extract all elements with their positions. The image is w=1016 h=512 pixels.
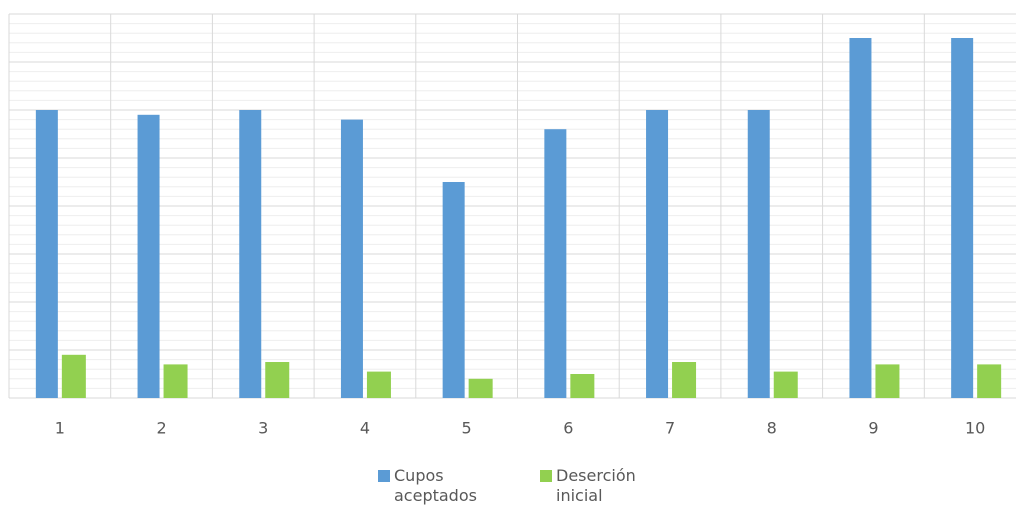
legend-item: Cupos aceptados xyxy=(378,466,484,506)
legend-label: Cupos aceptados xyxy=(394,466,477,505)
x-tick-label: 10 xyxy=(965,419,985,438)
bar xyxy=(672,362,697,398)
x-tick-label: 2 xyxy=(156,419,166,438)
x-tick-label: 7 xyxy=(665,419,675,438)
bar xyxy=(773,371,798,398)
x-tick-label: 9 xyxy=(868,419,878,438)
bar xyxy=(366,371,391,398)
bar xyxy=(35,110,58,398)
x-tick-label: 1 xyxy=(55,419,65,438)
legend-item: Deserción inicial xyxy=(540,466,646,506)
x-tick-label: 5 xyxy=(462,419,472,438)
legend-swatch xyxy=(540,470,552,482)
bar xyxy=(265,362,290,398)
bar xyxy=(442,182,465,398)
bar xyxy=(875,364,900,398)
x-tick-label: 4 xyxy=(360,419,370,438)
x-tick-label: 8 xyxy=(767,419,777,438)
bar xyxy=(340,119,363,398)
bar xyxy=(951,38,974,398)
bar xyxy=(570,374,595,398)
x-tick-label: 6 xyxy=(563,419,573,438)
bar xyxy=(849,38,872,398)
bar xyxy=(468,378,493,398)
bar xyxy=(137,114,160,399)
legend-swatch xyxy=(378,470,390,482)
bar xyxy=(544,129,567,398)
bar xyxy=(646,110,669,398)
bar xyxy=(163,364,188,398)
x-tick-label: 3 xyxy=(258,419,268,438)
legend-label: Deserción inicial xyxy=(556,466,636,505)
bar xyxy=(747,110,770,398)
bar xyxy=(239,110,262,398)
bar xyxy=(977,364,1002,398)
bar xyxy=(61,354,86,398)
